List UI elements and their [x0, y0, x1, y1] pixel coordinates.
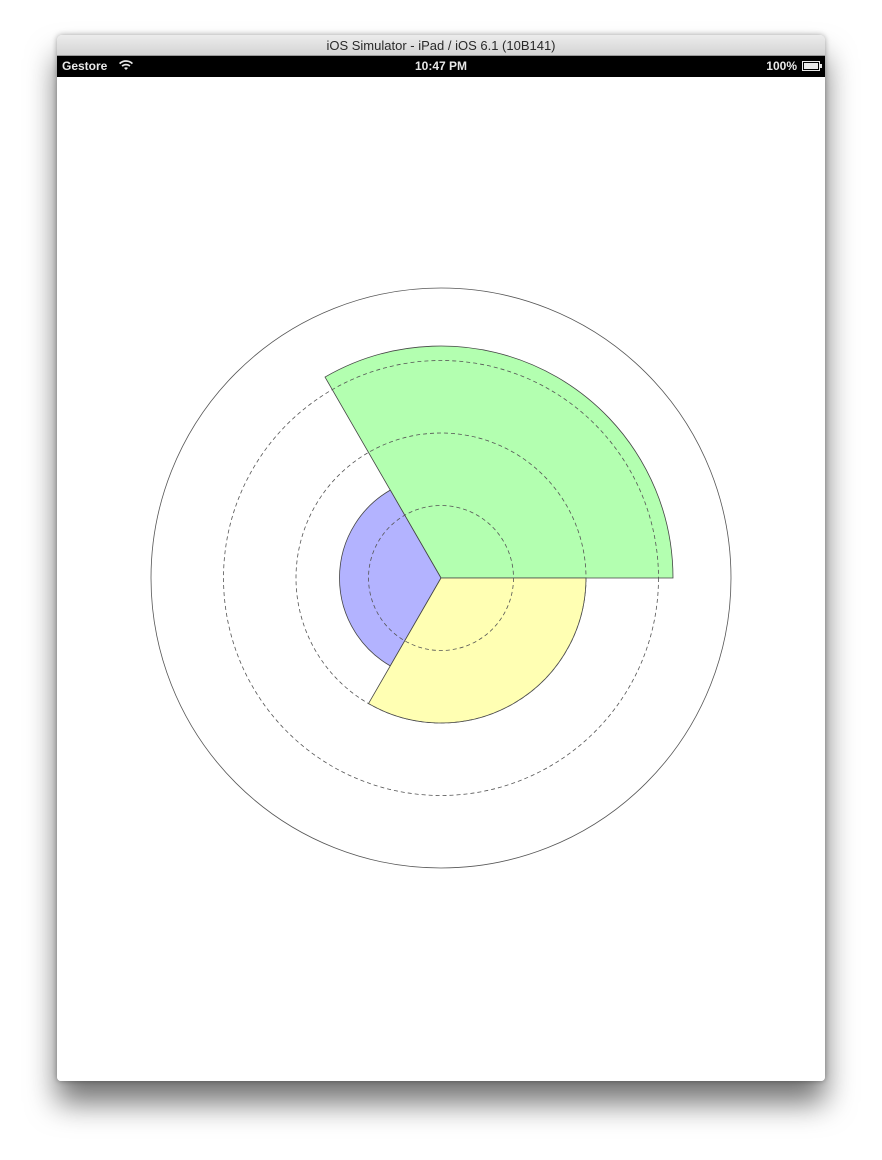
window-title-bar[interactable]: iOS Simulator - iPad / iOS 6.1 (10B141)	[57, 35, 825, 56]
status-time: 10:47 PM	[414, 59, 468, 73]
ios-status-bar: Gestore 10:47 PM 100%	[57, 56, 825, 77]
outer-ring	[150, 287, 732, 869]
polar-segment-0	[324, 345, 674, 579]
grid-ring-1	[295, 432, 587, 724]
grid-ring-2	[223, 360, 659, 796]
simulator-window: iOS Simulator - iPad / iOS 6.1 (10B141) …	[57, 35, 825, 1081]
carrier-label: Gestore	[62, 59, 108, 73]
battery-icon	[802, 61, 822, 71]
polar-area-chart	[150, 287, 732, 869]
grid-ring-0	[368, 505, 514, 651]
app-content	[57, 77, 825, 1081]
wifi-icon	[119, 60, 133, 70]
window-title: iOS Simulator - iPad / iOS 6.1 (10B141)	[326, 38, 556, 53]
battery-percentage: 100%	[766, 59, 797, 73]
